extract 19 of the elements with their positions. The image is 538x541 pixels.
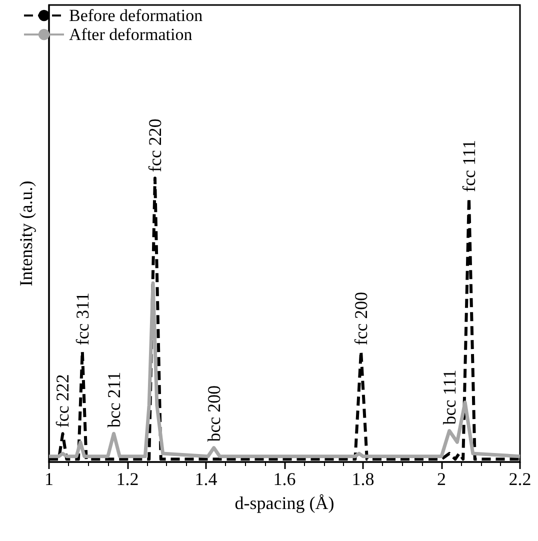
x-tick-label: 1.8 [352,469,374,489]
x-tick-label: 2 [437,469,446,489]
annotation: bcc 200 [204,385,224,442]
x-tick-label: 2.2 [508,469,532,489]
annotation: fcc 111 [458,140,479,192]
x-tick-label: 1 [44,469,54,489]
legend-label: Before deformation [69,6,204,25]
x-axis-title: d-spacing (Å) [234,493,334,513]
x-tick-label: 1.6 [273,469,296,489]
annotation: bcc 111 [439,370,460,425]
annotation: bcc 211 [104,372,124,428]
annotation: fcc 311 [72,292,92,346]
x-tick-label: 1.4 [194,469,218,489]
annotation: fcc 220 [144,118,165,172]
annotation: fcc 200 [351,292,372,346]
annotation: fcc 222 [52,374,73,428]
y-axis-title: Intensity (a.u.) [16,180,36,286]
legend-label: After deformation [69,25,193,44]
x-tick-label: 1.2 [116,469,139,489]
